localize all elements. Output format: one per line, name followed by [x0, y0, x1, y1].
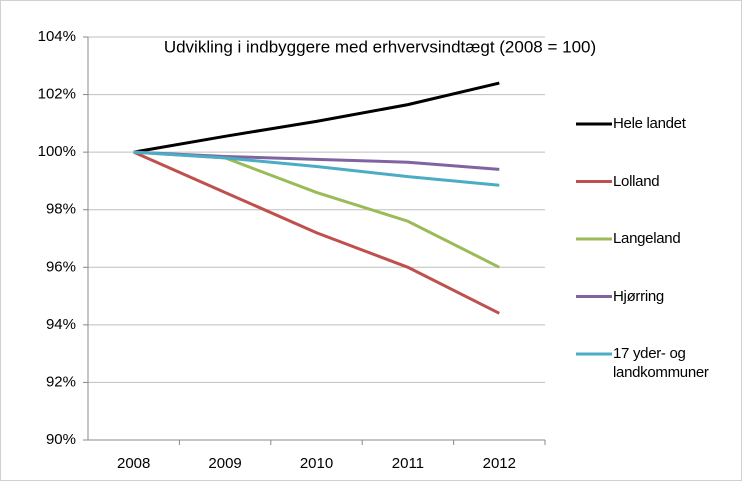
x-tick-label: 2012 [483, 455, 516, 472]
line-series [133, 81, 500, 154]
line-series [133, 150, 500, 315]
x-tick-label: 2011 [392, 455, 424, 472]
legend-label: Hele landet [613, 115, 686, 132]
y-tick-label: 100% [38, 143, 76, 160]
x-tick-label: 2010 [300, 455, 333, 472]
x-tick-label: 2008 [117, 455, 150, 472]
y-tick-label: 104% [38, 28, 76, 45]
line-series [133, 150, 500, 187]
legend-label: Lolland [613, 172, 660, 190]
chart-title: Udvikling i indbyggere med erhvervsindtæ… [164, 37, 596, 56]
x-tick-label: 2009 [208, 455, 241, 472]
y-tick-label: 94% [46, 316, 76, 333]
legend-label: Langeland [613, 230, 681, 247]
legend-label: Hjørring [613, 287, 664, 305]
legend-label: 17 yder- og landkommuner [613, 345, 709, 381]
y-tick-label: 96% [46, 258, 76, 275]
y-tick-label: 92% [46, 373, 76, 390]
y-tick-label: 102% [38, 86, 76, 103]
y-tick-label: 98% [46, 201, 76, 218]
y-tick-label: 90% [46, 431, 76, 448]
